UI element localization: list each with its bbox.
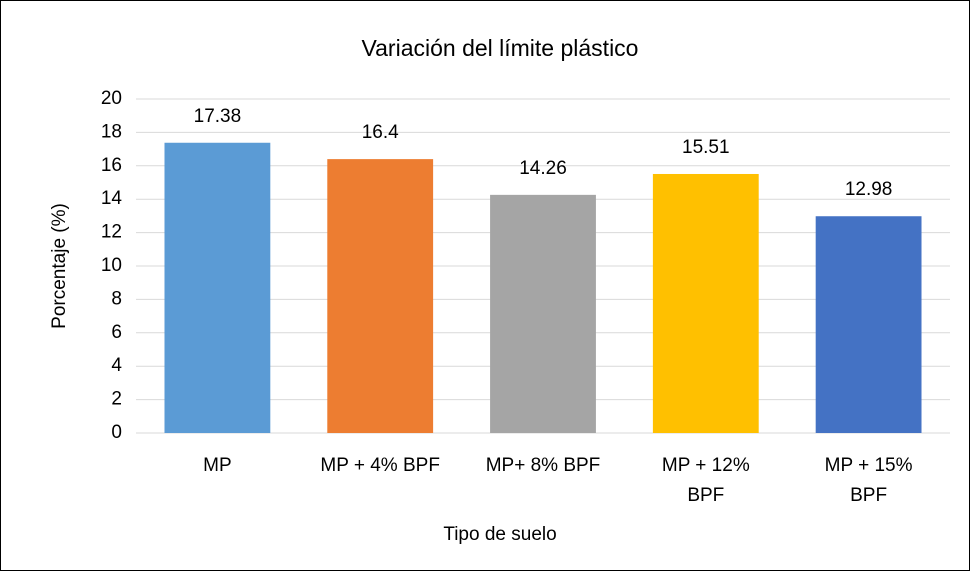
- y-tick-label: 2: [111, 389, 122, 410]
- bar: [815, 216, 922, 433]
- y-tick-label: 4: [111, 355, 122, 376]
- x-tick-label: MP+ 8% BPF: [485, 455, 601, 476]
- bar: [164, 142, 271, 433]
- y-tick-label: 18: [101, 121, 122, 142]
- data-label: 17.38: [194, 106, 242, 127]
- y-tick-label: 10: [101, 255, 122, 276]
- y-tick-label: 6: [111, 322, 122, 343]
- bar: [327, 159, 434, 433]
- data-label: 12.98: [845, 179, 893, 200]
- data-label: 16.4: [362, 122, 399, 143]
- y-tick-label: 20: [101, 88, 122, 109]
- y-tick-label: 16: [101, 155, 122, 176]
- chart-title: Variación del límite plástico: [362, 35, 639, 61]
- y-axis-title: Porcentaje (%): [49, 203, 70, 329]
- x-tick-label: MP + 4% BPF: [320, 455, 440, 476]
- y-tick-label: 8: [111, 288, 122, 309]
- x-tick-label: MP + 12% BPF: [661, 455, 750, 506]
- y-tick-label: 0: [111, 422, 122, 443]
- y-tick-label: 12: [101, 222, 122, 243]
- bar: [490, 194, 596, 433]
- x-axis-title: Tipo de suelo: [443, 524, 556, 545]
- y-tick-label: 14: [101, 188, 123, 209]
- x-tick-label: MP + 15% BPF: [824, 455, 913, 506]
- data-label: 15.51: [682, 137, 730, 158]
- data-label: 14.26: [519, 158, 567, 179]
- x-tick-label: MP: [203, 455, 232, 476]
- bar: [652, 173, 759, 433]
